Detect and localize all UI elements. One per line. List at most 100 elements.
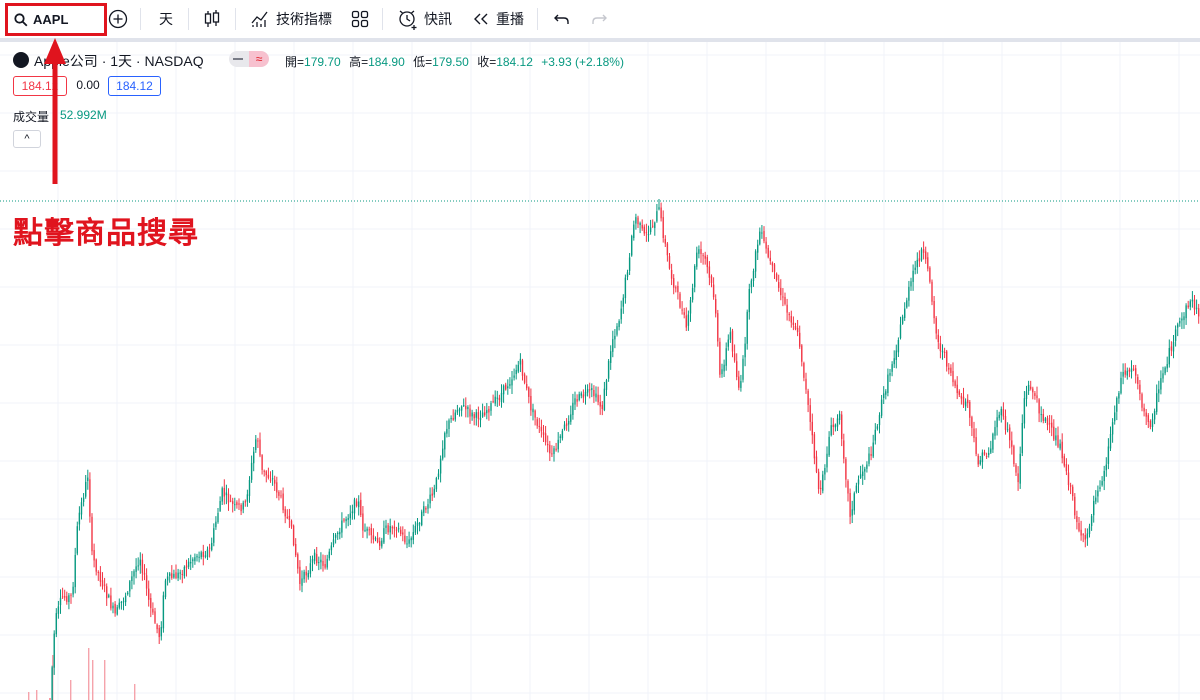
candle-body — [103, 584, 106, 586]
candle-body — [1153, 411, 1156, 420]
candle-body — [910, 281, 912, 287]
candle-body — [68, 595, 70, 603]
replay-button[interactable]: 重播 — [472, 0, 524, 38]
candle-body — [353, 499, 356, 514]
candle-body — [599, 402, 601, 407]
candle-body — [276, 482, 278, 493]
candle-body — [330, 545, 333, 551]
candle-body — [175, 572, 177, 579]
candle-body — [1158, 389, 1160, 394]
candle-body — [1063, 456, 1065, 466]
candle-body — [70, 594, 72, 596]
candle-body — [1164, 367, 1166, 374]
candle-body — [1137, 377, 1139, 384]
candle-body — [364, 529, 366, 531]
candle-body — [492, 401, 494, 403]
candle-body — [76, 526, 78, 554]
interval-label: 天 — [159, 11, 173, 27]
candle-body — [628, 257, 631, 271]
undo-button[interactable] — [553, 0, 571, 38]
volume-bar — [36, 690, 38, 700]
candle-body — [954, 381, 956, 386]
candlestick-chart[interactable] — [0, 42, 1200, 700]
candle-body — [1082, 534, 1084, 536]
volume-bar — [70, 680, 72, 700]
candle-body — [1116, 397, 1118, 412]
chart-type-button[interactable] — [203, 0, 221, 38]
candle-body — [589, 389, 591, 391]
candle-body — [838, 413, 841, 421]
layouts-button[interactable] — [351, 0, 369, 38]
indicators-icon — [250, 9, 270, 29]
ask-price[interactable]: 184.12 — [108, 76, 161, 96]
candle-body — [809, 405, 811, 422]
candle-body — [305, 571, 307, 576]
indicators-button[interactable]: 技術指標 — [250, 0, 332, 38]
alert-button[interactable]: 快訊 — [397, 0, 452, 38]
candle-body — [778, 282, 780, 288]
candle-body — [574, 398, 576, 405]
candle-body — [202, 551, 204, 557]
candle-body — [1191, 299, 1194, 302]
candle-body — [807, 390, 809, 405]
plus-circle-icon — [108, 9, 128, 29]
candle-body — [775, 273, 778, 281]
top-toolbar: AAPL 天 技術指標 快訊 重播 — [0, 0, 1200, 38]
candle-body — [505, 384, 507, 390]
candle-body — [116, 607, 118, 615]
candle-body — [295, 544, 297, 556]
candle-body — [412, 532, 414, 540]
candle-body — [799, 332, 801, 347]
candle-body — [843, 440, 845, 459]
toolbar-separator — [0, 38, 1200, 42]
candle-body — [139, 559, 141, 566]
candle-body — [196, 555, 198, 558]
candle-body — [740, 381, 742, 388]
candle-body — [292, 525, 295, 546]
candle-body — [927, 257, 929, 269]
add-symbol-button[interactable] — [108, 0, 128, 38]
candle-body — [950, 367, 952, 373]
candle-body — [372, 535, 375, 540]
candle-body — [656, 211, 658, 222]
candle-body — [912, 270, 914, 282]
symbol-title[interactable]: Apple公司 · 1天 · NASDAQ — [34, 53, 204, 69]
candle-body — [418, 523, 421, 525]
symbol-search-button[interactable]: AAPL — [5, 3, 107, 36]
legend-toggle[interactable]: ≈ — [229, 51, 269, 67]
candle-body — [983, 452, 986, 455]
candle-body — [557, 439, 559, 450]
candle-body — [484, 412, 486, 416]
candle-body — [1032, 388, 1034, 393]
candle-body — [1160, 378, 1162, 390]
candle-body — [219, 501, 221, 511]
candle-body — [658, 207, 660, 210]
candle-body — [427, 504, 429, 509]
candle-body — [1162, 373, 1164, 379]
candle-body — [89, 479, 91, 517]
candle-body — [200, 552, 202, 558]
candle-body — [437, 473, 440, 478]
candle-body — [400, 529, 402, 534]
interval-button[interactable]: 天 — [159, 0, 173, 38]
bid-price[interactable]: 184.12 — [13, 76, 67, 96]
candle-body — [332, 539, 335, 545]
candle-body — [148, 588, 150, 600]
candle-body — [55, 613, 57, 635]
candle-body — [889, 373, 891, 376]
price-chart[interactable] — [0, 42, 1200, 700]
candle-body — [131, 576, 133, 581]
collapse-legend-button[interactable]: ^ — [13, 130, 41, 148]
candle-body — [853, 493, 855, 511]
candle-body — [742, 358, 744, 380]
candle-body — [601, 404, 603, 410]
candle-body — [767, 247, 769, 258]
candle-body — [240, 504, 242, 512]
candle-body — [410, 538, 412, 541]
candle-body — [517, 364, 519, 372]
candle-body — [227, 493, 230, 503]
redo-button[interactable] — [590, 0, 608, 38]
candle-body — [643, 226, 645, 234]
candle-body — [82, 497, 85, 502]
candle-body — [918, 258, 921, 262]
